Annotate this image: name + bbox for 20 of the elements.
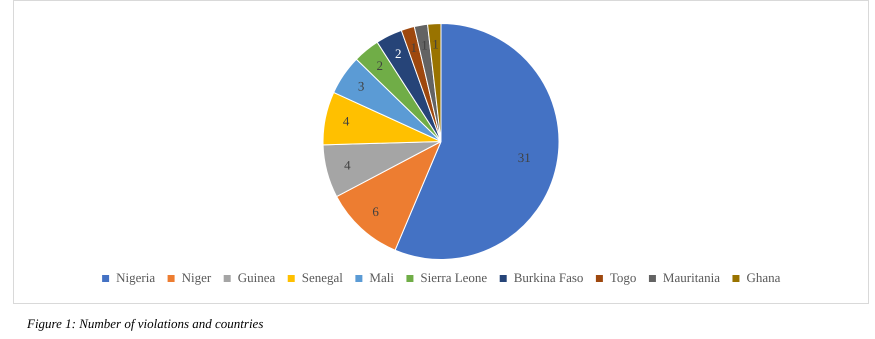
legend-label: Guinea <box>238 270 276 285</box>
legend-label: Senegal <box>302 270 344 285</box>
data-label: 4 <box>342 114 350 129</box>
data-label: 2 <box>376 58 383 74</box>
caption: Figure 1: Number of violations and countries <box>27 316 264 332</box>
legend-label: Nigeria <box>116 270 156 285</box>
data-label: 1 <box>432 36 439 52</box>
data-label: 3 <box>358 78 364 94</box>
data-label: 31 <box>518 150 531 165</box>
data-label: 1 <box>410 40 417 56</box>
legend-label: Niger <box>182 270 212 285</box>
legend-label: Sierra Leone <box>420 270 488 285</box>
data-label: 4 <box>344 158 352 173</box>
data-label: 6 <box>372 204 380 220</box>
legend-label: Burkina Faso <box>514 270 584 285</box>
legend-label: Mauritania <box>662 270 720 285</box>
legend-label: Ghana <box>746 270 781 285</box>
legend-label: Togo <box>610 270 636 285</box>
legend-label: Mali <box>369 270 394 285</box>
data-label: 2 <box>395 46 402 62</box>
